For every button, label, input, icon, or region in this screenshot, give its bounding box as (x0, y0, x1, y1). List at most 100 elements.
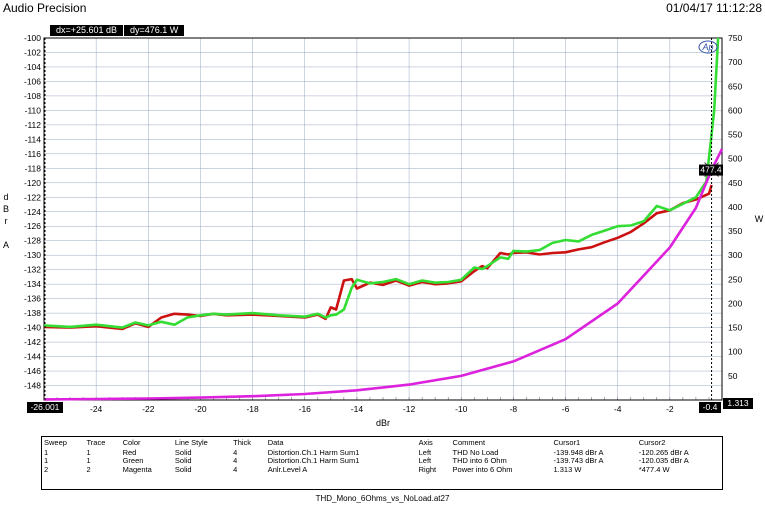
y-left-tick-label: -130 (24, 250, 41, 260)
y-left-tick-label: -132 (24, 265, 41, 275)
y-left-tick-label: -124 (24, 207, 41, 217)
y-right-tick-label: 150 (728, 323, 742, 333)
cursor2-x-value: -0.4 (703, 402, 718, 412)
legend-cell: Solid (174, 464, 192, 474)
x-tick-label: -16 (299, 404, 312, 414)
y-left-tick-label: -128 (24, 236, 41, 246)
legend-cell: Distortion.Ch.1 Harm Sum1 (267, 447, 360, 457)
y-right-tick-label: 650 (728, 81, 742, 91)
y-right-tick-label: 600 (728, 105, 742, 115)
y-right-tick-label: 750 (728, 33, 742, 43)
file-name: THD_Mono_6Ohms_vs_NoLoad.at27 (315, 494, 450, 503)
legend-row[interactable]: 2 2 Magenta Solid 4 Anlr.Level A Right Power in… (42, 464, 722, 475)
cursor1-y-right-value: 1.313 (727, 398, 749, 408)
legend-header-cell: Color (122, 438, 141, 447)
cursor2-y-right-value: 477.4 (700, 165, 722, 175)
y-left-tick-label: -114 (25, 134, 42, 144)
y-left-tick-label: -118 (25, 163, 42, 173)
y-right-tick-label: 100 (728, 347, 742, 357)
x-tick-label: -20 (194, 404, 207, 414)
x-tick-label: -24 (90, 404, 103, 414)
legend-cell: 1 (86, 456, 91, 465)
y-left-tick-label: -112 (25, 120, 42, 130)
x-axis-label: dBr (376, 418, 390, 428)
x-tick-label: -2 (666, 404, 674, 414)
y-right-axis-label: W (755, 214, 764, 224)
y-left-tick-label: -116 (25, 149, 42, 159)
legend-cell: 4 (233, 456, 238, 465)
y-right-tick-label: 50 (728, 371, 738, 381)
y-left-tick-label: -122 (24, 192, 41, 202)
legend-cell: Right (418, 464, 437, 474)
legend-cell: 1 (86, 447, 91, 457)
x-tick-label: -18 (246, 404, 259, 414)
legend-cell: -139.948 dBr A (553, 447, 604, 457)
y-left-tick-label: -136 (24, 294, 41, 304)
legend-header-cell: Line Style (174, 438, 208, 447)
legend-cell: Solid (174, 447, 192, 457)
cursor1-x-value-bg (27, 402, 63, 413)
app-title: Audio Precision (3, 1, 87, 15)
ap-logo-text: Ap (701, 42, 713, 52)
y-left-tick-label: -108 (24, 91, 41, 101)
legend-cell: Green (122, 456, 144, 465)
legend-header-cell: Comment (452, 438, 486, 447)
x-tick-label: -12 (403, 404, 416, 414)
legend-cell: 4 (233, 447, 238, 457)
legend-row[interactable]: 1 1 Red Solid 4 Distortion.Ch.1 Harm Sum1 Left… (42, 447, 722, 458)
plot-frame (43, 37, 723, 401)
x-tick-label: -14 (351, 404, 364, 414)
y-left-tick-label: -100 (24, 33, 41, 43)
y-left-tick-label: -134 (24, 279, 41, 289)
legend-cell: Left (418, 447, 432, 457)
legend-cell: Power into 6 Ohm (452, 464, 513, 474)
legend-row[interactable]: 1 1 Green Solid 4 Distortion.Ch.1 Harm Sum1 Le… (42, 456, 722, 466)
legend-cell: *477.4 W (638, 464, 670, 474)
plot-area (44, 38, 722, 400)
y-right-tick-label: 350 (728, 226, 742, 236)
y-right-tick-label: 400 (728, 202, 742, 212)
legend-header-cell: Trace (86, 438, 106, 447)
y-left-tick-label: -146 (24, 366, 41, 376)
cursor2-x-value-bg (699, 402, 721, 413)
y-right-tick-label: 250 (728, 274, 742, 284)
legend-cell: Red (122, 447, 137, 457)
y-left-tick-label: -120 (24, 178, 41, 188)
legend-cell: 4 (233, 464, 238, 474)
y-right-tick-label: 550 (728, 130, 742, 140)
y-left-tick-label: -106 (24, 76, 41, 86)
legend-cell: 1.313 W (553, 464, 582, 474)
y-right-tick-label: 450 (728, 178, 742, 188)
x-tick-label: -4 (614, 404, 622, 414)
cursor1-x-value: -26.001 (31, 402, 60, 412)
y-left-tick-label: -138 (24, 308, 41, 318)
legend-cell: Solid (174, 456, 192, 465)
y-left-tick-label: -110 (25, 105, 42, 115)
y-right-tick-label: 700 (728, 57, 742, 67)
thd-chart[interactable]: -100 -102 -104 -106 -108 -110 -112 -114 -116 -118… (0, 0, 765, 430)
legend-header-cell: Cursor1 (553, 438, 581, 447)
y-right-tick-label: 500 (728, 154, 742, 164)
legend-header-cell: Axis (418, 438, 433, 447)
legend-cell: -120.265 dBr A (638, 447, 689, 457)
y-left-tick-label: -140 (24, 323, 41, 333)
legend-cell: Magenta (122, 464, 152, 474)
y-right-tick-label: 300 (728, 250, 742, 260)
x-tick-label: -8 (510, 404, 518, 414)
x-tick-label: -22 (142, 404, 155, 414)
cursor-dy-readout: dy=476.1 W (124, 25, 185, 36)
x-tick-label: -6 (562, 404, 570, 414)
y-left-tick-label: -144 (24, 352, 41, 362)
cursor2-y-right-value-bg (699, 164, 723, 176)
cursor-dx-readout: dx=+25.601 dB (50, 25, 124, 36)
legend-cell: 1 (44, 447, 49, 457)
ap-logo-icon (698, 40, 718, 54)
legend-cell: 1 (44, 456, 49, 465)
cursor1-y-right-value-bg (723, 398, 753, 409)
y-left-tick-label: -104 (24, 62, 41, 72)
legend-header-cell: Thick (233, 438, 252, 447)
legend-header-cell: Data (267, 438, 284, 447)
y-left-tick-label: -102 (24, 47, 41, 57)
legend-cell: THD into 6 Ohm (452, 456, 507, 465)
legend-header-cell: Cursor2 (638, 438, 666, 447)
